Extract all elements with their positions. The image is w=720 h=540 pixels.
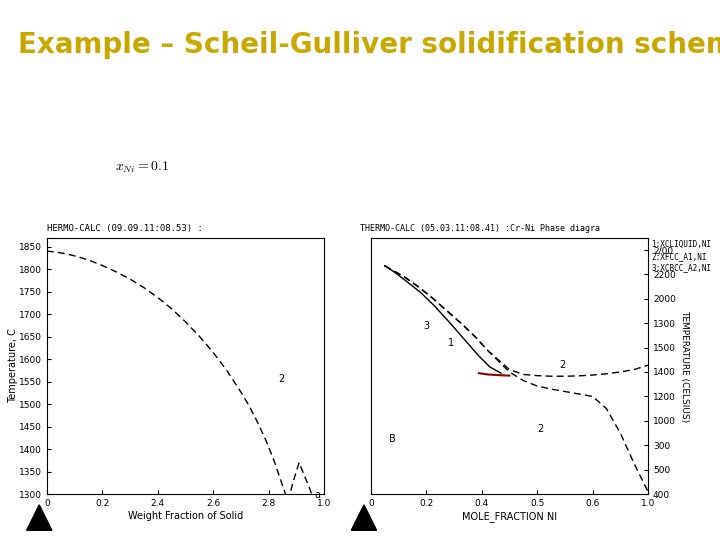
Text: 2: 2	[559, 360, 565, 370]
Text: 3:XCBCC_A2,NI: 3:XCBCC_A2,NI	[652, 264, 712, 273]
Text: THERMO-CALC (05.03.11:08.41) :Cr-Ni Phase diagra: THERMO-CALC (05.03.11:08.41) :Cr-Ni Phas…	[360, 224, 600, 233]
Text: Example – Scheil-Gulliver solidification scheme: Example – Scheil-Gulliver solidification…	[18, 31, 720, 59]
Y-axis label: Temperature, C: Temperature, C	[7, 328, 17, 403]
Text: 1: 1	[449, 338, 454, 348]
Text: 2: 2	[537, 424, 544, 434]
Text: 3: 3	[423, 321, 430, 331]
Text: $x_{Ni} = 0.1$: $x_{Ni} = 0.1$	[115, 160, 169, 175]
Text: 2: 2	[278, 374, 284, 384]
Text: 2:XFCC_A1,NI: 2:XFCC_A1,NI	[652, 252, 707, 261]
Text: a: a	[314, 490, 320, 500]
Text: HERMO-CALC (09.09.11:08.53) :: HERMO-CALC (09.09.11:08.53) :	[47, 224, 202, 233]
Y-axis label: TEMPERATURE (CELSIUS): TEMPERATURE (CELSIUS)	[680, 310, 689, 422]
Text: 1:XCLIQUID,NI: 1:XCLIQUID,NI	[652, 240, 712, 249]
X-axis label: Weight Fraction of Solid: Weight Fraction of Solid	[127, 511, 243, 521]
Text: B: B	[389, 434, 395, 443]
X-axis label: MOLE_FRACTION NI: MOLE_FRACTION NI	[462, 511, 557, 522]
